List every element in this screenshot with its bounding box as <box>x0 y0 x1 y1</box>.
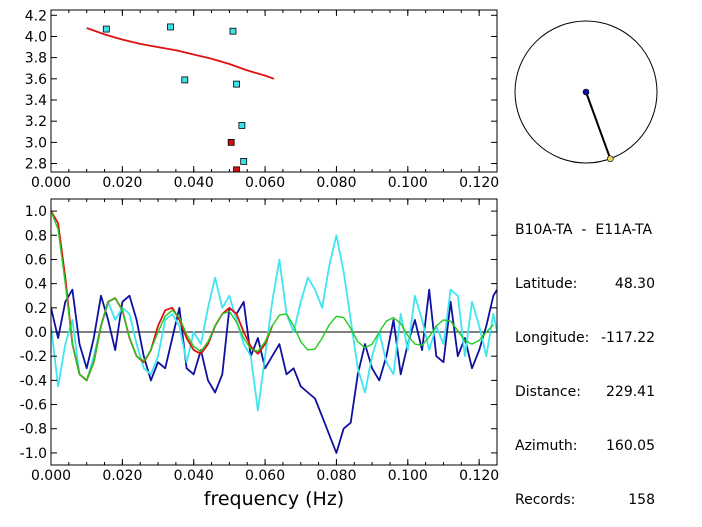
station-marker-target <box>606 155 614 163</box>
y-tick-label: 3.2 <box>25 114 47 130</box>
x-tick-label: 0.060 <box>245 175 285 191</box>
info-row-longitude: Longitude: -117.22 <box>515 329 655 347</box>
x-tick-label: 0.000 <box>31 175 71 191</box>
azimuth-circle <box>514 20 658 164</box>
info-key: Distance: <box>515 384 581 400</box>
x-tick-label: 0.080 <box>316 175 356 191</box>
x-tick-label: 0.120 <box>459 175 499 191</box>
azimuth-panel <box>514 20 658 164</box>
x-tick-label: 0.020 <box>102 468 142 484</box>
y-tick-label: 4.0 <box>25 29 47 45</box>
series-line-cyan <box>51 234 497 412</box>
data-point-red <box>227 138 235 146</box>
x-tick-label: 0.040 <box>174 468 214 484</box>
series-line-blue <box>51 288 497 454</box>
x-tick-label: 0.080 <box>316 468 356 484</box>
y-tick-label: 3.6 <box>25 72 47 88</box>
x-tick-label: 0.020 <box>102 175 142 191</box>
data-point-cyan <box>238 122 246 129</box>
info-key: Azimuth: <box>515 438 578 454</box>
y-tick-label: -0.4 <box>20 373 47 389</box>
info-row-distance: Distance: 229.41 <box>515 383 655 401</box>
y-tick-label: -1.0 <box>20 446 47 462</box>
data-point-cyan <box>240 158 248 165</box>
data-point-cyan <box>167 23 174 31</box>
data-point-cyan <box>229 27 237 35</box>
series-line-red <box>86 27 275 80</box>
plot-frame <box>50 9 498 173</box>
plot-area <box>51 210 497 454</box>
y-tick-label: 0.4 <box>25 277 47 293</box>
chart-panel-1: 0.000 0.020 0.040 0.060 0.080 0.100 0.120 1.0 0.… <box>20 198 499 510</box>
info-row-records: Records: 158 <box>515 491 655 509</box>
data-point-red <box>233 166 240 172</box>
series-line-green <box>51 210 494 382</box>
y-tick-label: 2.8 <box>25 157 47 173</box>
x-tick-label: 0.100 <box>388 468 428 484</box>
x-tick-label: 0.000 <box>31 468 71 484</box>
y-tick-label: 3.4 <box>25 93 47 109</box>
data-point-cyan <box>233 80 240 88</box>
y-tick-label: 0.0 <box>25 325 47 341</box>
info-row-azimuth: Azimuth: 160.05 <box>515 437 655 455</box>
y-tick-label: -0.8 <box>20 422 47 438</box>
y-tick-label: -0.2 <box>20 349 47 365</box>
info-value: -117.22 <box>601 330 656 346</box>
chart-panel-0: 0.000 0.020 0.040 0.060 0.080 0.100 0.120 2.8 3.… <box>25 8 499 191</box>
y-tick-label: 0.8 <box>25 228 47 244</box>
y-tick-label: 3.0 <box>25 135 47 151</box>
x-tick-label: 0.060 <box>245 468 285 484</box>
x-tick-label: 0.040 <box>174 175 214 191</box>
y-tick-label: 1.0 <box>25 204 47 220</box>
info-row-latitude: Latitude: 48.30 <box>515 275 655 293</box>
y-tick-label: 4.2 <box>25 8 47 24</box>
x-tick-label: 0.120 <box>459 468 499 484</box>
plot-area <box>86 23 275 172</box>
series-line-red <box>51 210 274 382</box>
y-tick-label: 3.8 <box>25 51 47 67</box>
info-key: Latitude: <box>515 276 578 292</box>
y-tick-label: 0.2 <box>25 301 47 317</box>
info-key: Longitude: <box>515 330 590 346</box>
y-tick-label: -0.6 <box>20 398 47 414</box>
info-value: 160.05 <box>606 438 655 454</box>
info-value: 48.30 <box>614 276 655 292</box>
data-point-cyan <box>102 25 110 33</box>
station-marker-origin <box>582 88 590 96</box>
info-key: Records: <box>515 492 576 508</box>
azimuth-line <box>585 91 612 160</box>
info-value: 229.41 <box>606 384 655 400</box>
station-pair-label: B10A-TA - E11A-TA <box>515 222 653 238</box>
info-value: 158 <box>628 492 655 508</box>
x-axis-title: frequency (Hz) <box>204 488 344 510</box>
y-tick-label: 0.6 <box>25 252 47 268</box>
x-tick-label: 0.100 <box>388 175 428 191</box>
data-point-cyan <box>181 76 189 84</box>
station-info-panel: B10A-TA - E11A-TA Latitude: 48.30 Longitu… <box>515 185 655 527</box>
